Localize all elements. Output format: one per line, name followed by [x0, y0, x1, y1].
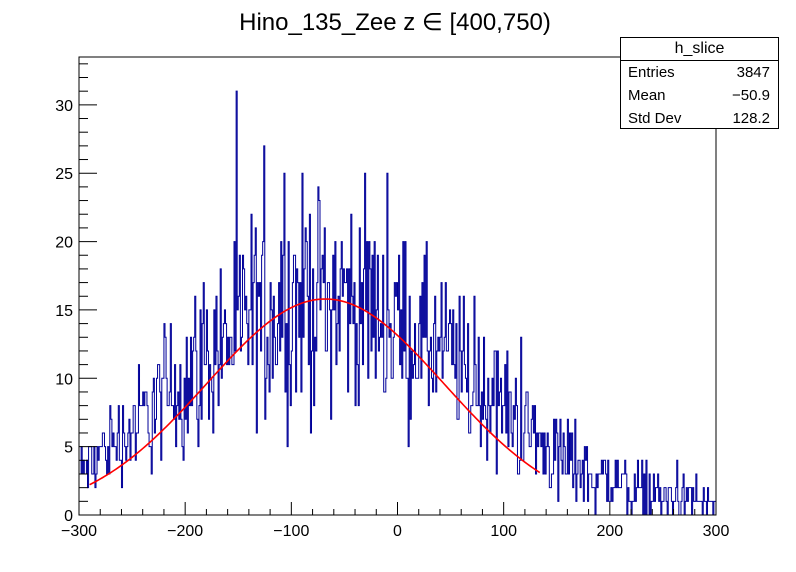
- x-tick-label: 300: [703, 523, 730, 540]
- stats-row-mean: Mean −50.9: [621, 84, 778, 107]
- stddev-label: Std Dev: [628, 110, 682, 127]
- axes: −300 −200 −100 0 100 200 300 0 5 10 15 20 25 30: [55, 63, 730, 540]
- y-tick-label: 25: [55, 166, 73, 183]
- x-tick-label: −300: [61, 523, 97, 540]
- fit-curve-layer: [89, 298, 541, 486]
- stats-title: h_slice: [621, 38, 778, 61]
- x-tick-label: 200: [596, 523, 623, 540]
- x-tick-label: −100: [273, 523, 309, 540]
- stddev-value: 128.2: [732, 110, 770, 127]
- x-tick-label: 100: [490, 523, 517, 540]
- mean-value: −50.9: [732, 87, 770, 104]
- y-tick-label: 10: [55, 371, 73, 388]
- mean-label: Mean: [628, 87, 666, 104]
- y-tick-label: 5: [64, 440, 73, 457]
- x-tick-label: 0: [393, 523, 402, 540]
- entries-label: Entries: [628, 64, 675, 81]
- chart-title: Hino_135_Zee z ∈ [400,750): [239, 9, 551, 36]
- x-tick-label: −200: [167, 523, 203, 540]
- y-tick-label: 30: [55, 98, 73, 115]
- stats-box: h_slice Entries 3847 Mean −50.9 Std Dev …: [620, 37, 779, 129]
- y-tick-label: 20: [55, 235, 73, 252]
- histogram-bars: [78, 90, 717, 516]
- y-tick-label: 0: [64, 508, 73, 525]
- fit-curve: [89, 298, 541, 486]
- stats-row-entries: Entries 3847: [621, 61, 778, 84]
- stats-row-stddev: Std Dev 128.2: [621, 107, 778, 130]
- y-tick-label: 15: [55, 303, 73, 320]
- histogram-series: [78, 90, 717, 516]
- entries-value: 3847: [736, 64, 770, 81]
